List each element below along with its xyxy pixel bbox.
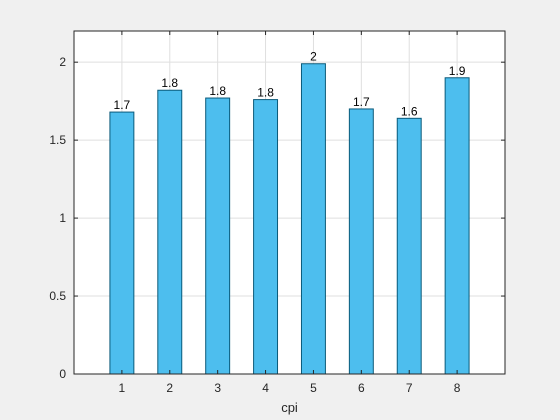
x-tick-label: 7 <box>406 381 413 395</box>
axis-ticks <box>74 31 505 375</box>
y-tick-label: 1.5 <box>49 133 66 147</box>
y-tick-label: 2 <box>59 55 66 69</box>
bar <box>157 89 183 375</box>
bar-value-label: 1.8 <box>257 86 274 100</box>
y-tick-label: 0.5 <box>49 289 66 303</box>
plot-area <box>74 31 505 374</box>
bar-value-label: 1.9 <box>449 64 466 78</box>
bar-value-label: 1.8 <box>161 76 178 90</box>
bar <box>396 117 422 375</box>
bar <box>444 77 470 375</box>
x-tick-labels: 1 2 3 4 5 6 7 8 <box>119 381 461 395</box>
bar-value-label: 1.8 <box>209 84 226 98</box>
x-tick-label: 1 <box>119 381 126 395</box>
bar <box>109 111 135 375</box>
data-labels: 1.7 1.8 1.8 1.8 2 1.7 1.6 1.9 <box>114 50 466 119</box>
x-tick-label: 4 <box>262 381 269 395</box>
y-tick-label: 0 <box>59 367 66 381</box>
bars <box>109 63 470 375</box>
x-tick-label: 5 <box>310 381 317 395</box>
bar <box>253 99 279 375</box>
bar <box>205 97 231 375</box>
y-tick-label: 1 <box>59 211 66 225</box>
axes-frame <box>73 30 506 375</box>
x-axis-label: cpi <box>281 400 298 415</box>
x-tick-label: 8 <box>454 381 461 395</box>
y-tick-labels: 0 0.5 1 1.5 2 <box>49 55 66 381</box>
bar <box>300 63 326 375</box>
bar-value-label: 1.6 <box>401 104 418 118</box>
x-tick-label: 6 <box>358 381 365 395</box>
bar-value-label: 2 <box>310 50 317 64</box>
x-tick-label: 3 <box>214 381 221 395</box>
bar <box>348 108 374 375</box>
x-tick-label: 2 <box>166 381 173 395</box>
bar-value-label: 1.7 <box>353 95 370 109</box>
bar-value-label: 1.7 <box>114 98 131 112</box>
